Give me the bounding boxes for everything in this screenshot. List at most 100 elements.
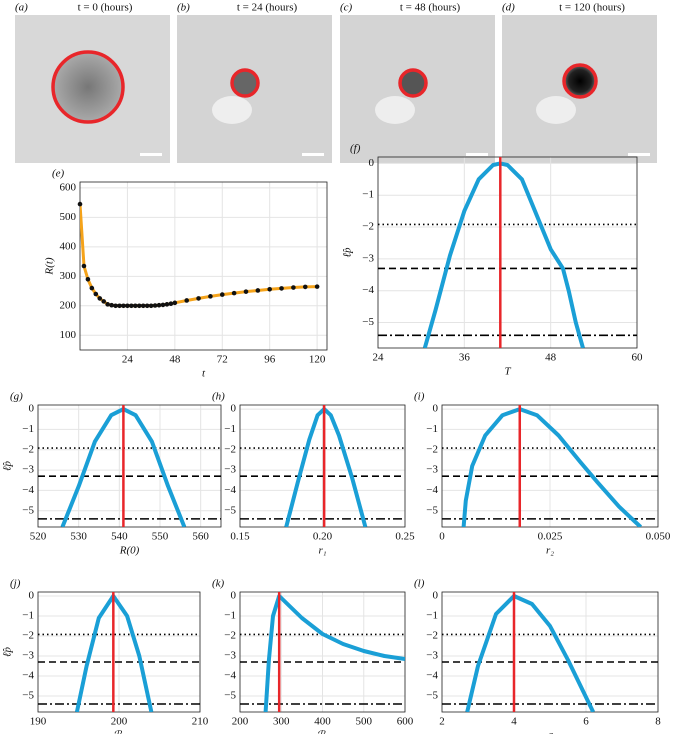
y-tick-label: −1 [426, 610, 438, 622]
y-tick-label: −1 [224, 610, 236, 622]
x-tick-label: 48 [545, 352, 557, 364]
x-axis-label: ℛ₁ [113, 730, 126, 734]
x-tick-label: 120 [309, 354, 326, 366]
panel-title: t = 48 (hours) [400, 2, 461, 14]
y-axis-label: ℓ̂p [2, 460, 14, 471]
data-point [168, 301, 174, 307]
y-tick-label: −4 [22, 484, 34, 496]
x-tick-label: 0.025 [538, 531, 563, 543]
panel-label: (f) [350, 143, 361, 155]
y-tick-label: −5 [224, 504, 236, 516]
data-point [160, 302, 166, 308]
scale-bar [302, 153, 324, 156]
cell-outline [562, 63, 598, 99]
y-tick-label: 0 [29, 590, 35, 602]
data-point [109, 302, 114, 308]
y-tick-label: −5 [362, 316, 374, 328]
x-tick-label: 560 [192, 531, 209, 543]
cell-outline [230, 68, 260, 98]
y-tick-label: −3 [22, 464, 34, 476]
panel-label: (e) [52, 168, 65, 180]
x-tick-label: 8 [655, 716, 661, 728]
background-feature [212, 96, 252, 124]
panel-title: t = 120 (hours) [559, 2, 625, 14]
x-tick-label: 210 [192, 716, 209, 728]
cell-outline [398, 68, 428, 98]
y-tick-label: −3 [426, 650, 438, 662]
plot-frame [79, 181, 328, 351]
x-tick-label: 72 [217, 354, 228, 366]
data-point [243, 289, 249, 294]
panel-label: (g) [10, 391, 23, 403]
x-axis-label: r₁ [318, 545, 326, 557]
y-axis-label: ℓ̂p [342, 247, 354, 258]
panel-label: (c) [340, 2, 353, 14]
data-point [133, 303, 138, 309]
y-tick-label: −4 [224, 484, 236, 496]
data-point [144, 303, 150, 309]
y-tick-label: −5 [224, 690, 236, 702]
panel-label: (a) [15, 2, 28, 14]
y-tick-label: −5 [426, 690, 438, 702]
data-point [140, 303, 146, 309]
y-tick-label: −3 [22, 650, 34, 662]
profile-curve [284, 407, 368, 527]
y-tick-label: −3 [426, 464, 438, 476]
chart: (j) 190 200 210 0 −1 −2 −3 −4 −5 ℛ₁ ℓ̂p [2, 578, 209, 734]
x-tick-label: 400 [314, 716, 331, 728]
x-axis-label: t [202, 368, 206, 380]
plot-frame [37, 404, 222, 528]
data-point [129, 303, 134, 309]
data-point [291, 285, 296, 290]
data-point [219, 292, 225, 297]
x-tick-label: 60 [632, 352, 644, 364]
plot-frame [441, 404, 659, 528]
y-tick-label: −5 [22, 504, 34, 516]
panel-label: (h) [212, 391, 225, 403]
x-tick-label: 0.20 [313, 531, 333, 543]
panel-label: (d) [502, 2, 515, 14]
data-point [81, 263, 87, 269]
y-tick-label: 200 [60, 299, 77, 311]
x-tick-label: 200 [232, 716, 249, 728]
y-tick-label: 0 [29, 403, 35, 415]
panel-label: (l) [414, 578, 425, 590]
x-tick-label: 540 [111, 531, 128, 543]
x-tick-label: 530 [70, 531, 87, 543]
data-point [302, 284, 308, 290]
data-point [156, 302, 162, 308]
y-tick-label: −1 [426, 423, 438, 435]
x-axis-label: R(0) [119, 545, 140, 557]
data-point [231, 290, 237, 296]
data-point [77, 201, 83, 207]
x-axis-label: ℛ₂ [316, 730, 329, 734]
data-point [97, 296, 103, 301]
y-tick-label: 0 [369, 157, 375, 169]
x-tick-label: 600 [397, 716, 414, 728]
plot-frame [239, 591, 406, 713]
x-axis-label: T [504, 366, 511, 378]
x-tick-label: 300 [273, 716, 290, 728]
data-point [164, 302, 170, 307]
data-point [117, 303, 122, 309]
data-point [93, 291, 99, 297]
data-point [196, 296, 201, 301]
x-tick-label: 190 [30, 716, 47, 728]
background-feature [536, 96, 576, 124]
y-tick-label: 0 [433, 403, 439, 415]
panel-label: (k) [212, 578, 225, 590]
profile-curve [465, 594, 595, 712]
x-tick-label: 200 [111, 716, 128, 728]
y-tick-label: −2 [224, 630, 236, 642]
x-tick-label: 0.25 [395, 531, 415, 543]
x-tick-label: 0.050 [646, 531, 671, 543]
panel-label: (j) [10, 578, 21, 590]
scale-bar [466, 153, 488, 156]
y-tick-label: −1 [22, 423, 34, 435]
x-tick-label: 500 [356, 716, 373, 728]
x-tick-label: 550 [152, 531, 169, 543]
data-point [121, 303, 126, 309]
plot-frame [37, 591, 201, 713]
data-point [267, 286, 272, 292]
